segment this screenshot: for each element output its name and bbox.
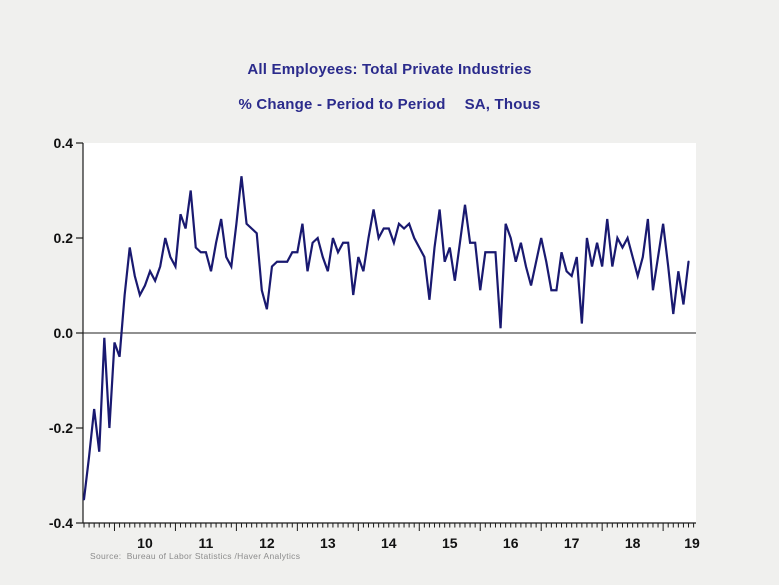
y-tick-label: 0.2 (54, 230, 74, 246)
y-tick-label: 0.4 (54, 135, 74, 151)
y-tick-label: -0.4 (49, 515, 73, 531)
x-tick-label: 18 (625, 535, 641, 551)
chart-subtitle-transform: % Change - Period to Period (238, 96, 446, 113)
chart-subtitle: % Change - Period to Period SA, Thous (0, 96, 779, 113)
x-tick-label: 19 (684, 535, 700, 551)
y-tick-label: -0.2 (49, 420, 73, 436)
x-tick-label: 12 (259, 535, 275, 551)
chart-title: All Employees: Total Private Industries (247, 61, 532, 78)
data-line (82, 176, 690, 501)
x-tick-label: 13 (320, 535, 336, 551)
x-tick-label: 17 (564, 535, 580, 551)
source-note: Source: Bureau of Labor Statistics /Have… (90, 551, 301, 561)
x-tick-label: 16 (503, 535, 519, 551)
x-tick-label: 10 (137, 535, 153, 551)
y-tick-label: 0.0 (54, 325, 74, 341)
x-tick-label: 14 (381, 535, 397, 551)
x-tick-label: 15 (442, 535, 458, 551)
chart-units: SA, Thous (464, 96, 541, 113)
x-tick-label: 11 (199, 535, 214, 551)
